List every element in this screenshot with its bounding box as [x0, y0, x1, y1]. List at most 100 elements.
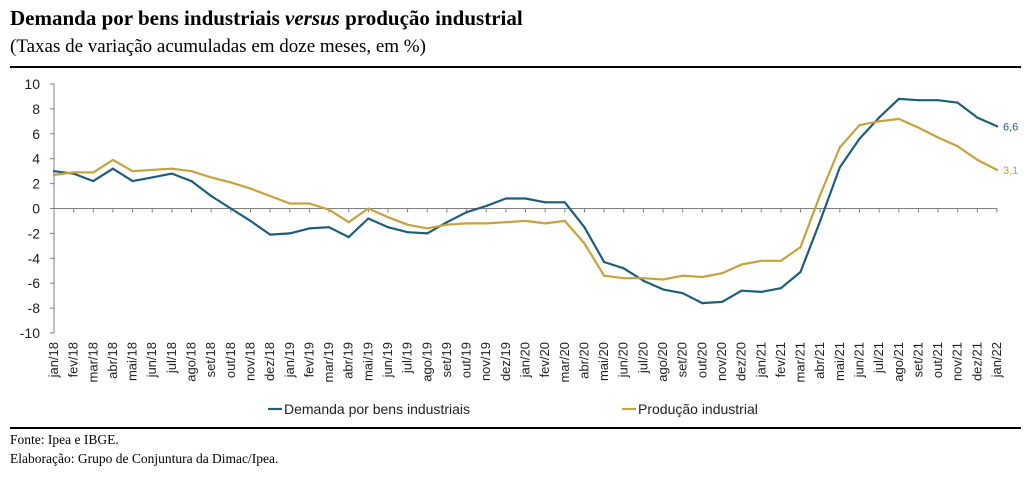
data-point: [936, 136, 940, 139]
data-point: [485, 222, 488, 225]
x-tick-label: jul/18: [164, 342, 179, 374]
data-point: [269, 194, 272, 198]
data-point: [445, 223, 449, 226]
end-label-demanda: 6,6: [1003, 121, 1018, 133]
x-tick-label: jun/18: [144, 342, 159, 378]
x-tick-label: jun/21: [851, 342, 866, 378]
data-point: [642, 279, 645, 282]
data-point: [583, 242, 586, 245]
y-tick-label: 8: [32, 101, 40, 117]
x-tick-label: out/21: [930, 342, 945, 378]
data-point: [740, 289, 743, 292]
x-tick-label: nov/19: [478, 342, 493, 381]
data-point: [681, 274, 684, 277]
data-point: [897, 97, 900, 101]
data-point: [367, 217, 370, 220]
x-tick-label: mai/20: [596, 342, 611, 381]
x-tick-label: abr/20: [576, 342, 591, 379]
data-point: [701, 302, 704, 305]
legend-label: Demanda por bens industriais: [284, 401, 470, 417]
data-point: [799, 245, 802, 249]
data-point: [229, 207, 232, 210]
data-point: [249, 187, 252, 190]
data-point: [563, 201, 566, 204]
data-point: [524, 219, 527, 223]
x-tick-label: jan/20: [518, 342, 533, 378]
bottom-divider: [10, 427, 1021, 429]
data-point: [288, 232, 291, 235]
data-point: [229, 181, 232, 184]
x-tick-label: jul/19: [400, 342, 415, 374]
data-point: [465, 222, 468, 225]
x-tick-label: mar/21: [793, 342, 808, 382]
data-point: [269, 233, 272, 236]
x-tick-label: ago/21: [891, 342, 906, 382]
data-point: [819, 219, 822, 223]
data-point: [602, 274, 606, 277]
x-tick-label: dez/18: [262, 342, 277, 381]
chart-subtitle: (Taxas de variação acumuladas em doze me…: [10, 36, 426, 57]
data-point: [151, 168, 154, 172]
data-point: [819, 193, 822, 196]
x-tick-label: mar/19: [321, 342, 336, 382]
data-point: [131, 170, 134, 173]
data-point: [681, 292, 684, 295]
data-point: [661, 288, 665, 291]
data-point: [779, 287, 782, 290]
data-point: [347, 236, 350, 239]
data-point: [288, 202, 291, 205]
x-tick-label: jun/20: [616, 342, 631, 378]
y-tick-label: -4: [28, 250, 41, 266]
data-point: [111, 167, 115, 170]
x-tick-label: mai/19: [360, 342, 375, 381]
x-tick-label: jun/19: [380, 342, 395, 378]
data-point: [72, 171, 75, 174]
data-point: [995, 168, 999, 172]
data-point: [622, 267, 625, 270]
y-tick-label: 0: [32, 201, 40, 217]
legend-label: Produção industrial: [638, 401, 758, 417]
data-point: [642, 277, 645, 280]
y-tick-label: -6: [28, 275, 41, 291]
data-point: [740, 263, 743, 266]
data-point: [210, 194, 213, 198]
data-point: [92, 171, 95, 174]
data-point: [661, 278, 665, 281]
x-tick-label: fev/19: [301, 342, 316, 377]
data-point: [838, 166, 841, 169]
x-tick-label: mar/18: [85, 342, 100, 382]
x-tick-label: dez/21: [969, 342, 984, 381]
data-point: [504, 197, 507, 200]
data-point: [544, 201, 547, 204]
data-point: [52, 170, 56, 173]
y-tick-label: 4: [32, 151, 40, 167]
data-point: [327, 208, 331, 211]
data-point: [878, 116, 881, 119]
data-point: [878, 120, 881, 123]
x-tick-label: nov/21: [950, 342, 965, 381]
data-point: [858, 123, 861, 127]
data-point: [956, 145, 959, 148]
x-tick-label: ago/20: [655, 342, 670, 382]
y-tick-label: 10: [24, 76, 40, 92]
data-point: [799, 270, 802, 274]
data-point: [701, 275, 704, 279]
data-point: [760, 290, 763, 294]
top-divider: [10, 66, 1021, 68]
data-point: [190, 180, 193, 183]
end-label-producao: 3,1: [1003, 165, 1018, 177]
x-tick-label: nov/18: [242, 342, 257, 381]
x-tick-label: mai/18: [125, 342, 140, 381]
x-tick-label: abr/19: [341, 342, 356, 379]
data-point: [524, 197, 527, 200]
x-tick-label: set/20: [675, 342, 690, 377]
data-point: [622, 277, 625, 280]
data-point: [976, 116, 979, 119]
x-tick-label: jul/21: [871, 342, 886, 374]
x-tick-label: mar/20: [557, 342, 572, 382]
data-point: [995, 125, 999, 128]
data-point: [602, 260, 606, 264]
data-point: [465, 211, 468, 214]
data-point: [386, 216, 390, 219]
